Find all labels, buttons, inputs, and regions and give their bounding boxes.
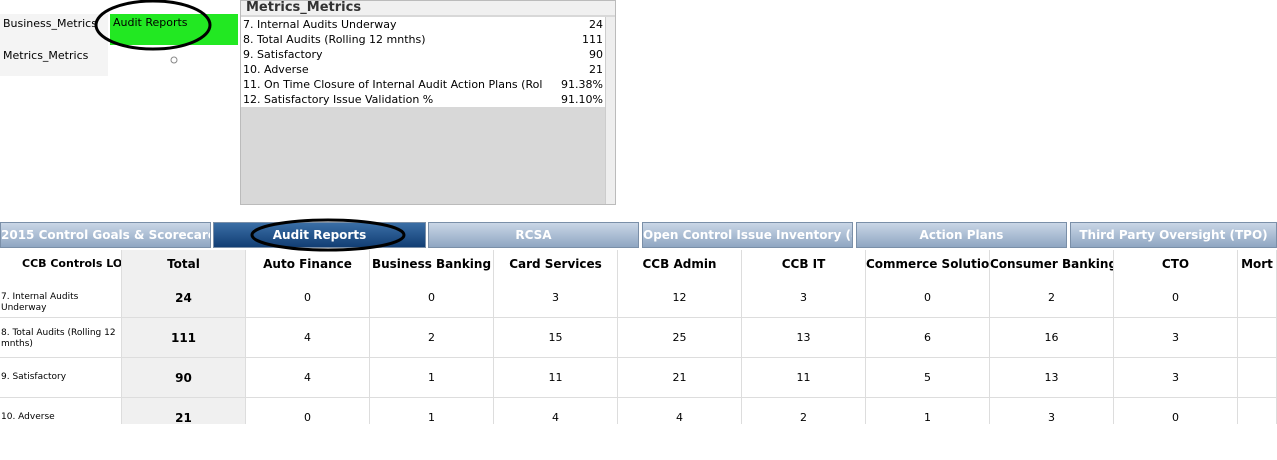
column-header: Auto Finance: [246, 250, 370, 278]
cell: 13: [990, 358, 1114, 398]
cell: 12: [618, 278, 742, 318]
list-item-label: 12. Satisfactory Issue Validation %: [243, 93, 434, 106]
selector-label: Metrics_Metrics: [3, 49, 89, 62]
list-item-value: 24: [589, 18, 603, 31]
row-label: 9. Satisfactory: [0, 358, 122, 398]
list-item-label: 8. Total Audits (Rolling 12 mnths): [243, 33, 426, 46]
row-label: 7. Internal Audits Underway: [0, 278, 122, 318]
selector[interactable]: Business_Metrics: [0, 14, 108, 46]
list-item[interactable]: [241, 92, 605, 107]
cell: 21: [618, 358, 742, 398]
column-header: Card Services: [494, 250, 618, 278]
column-header: Business Banking: [370, 250, 494, 278]
cell: 1: [370, 358, 494, 398]
cell: 90: [122, 358, 246, 398]
cell: 2: [370, 318, 494, 358]
cell: 15: [494, 318, 618, 358]
listbox-title: Metrics_Metrics: [241, 1, 615, 15]
cell: 6: [866, 318, 990, 358]
cell: 3: [494, 278, 618, 318]
column-header: Commerce Solutions: [866, 250, 990, 278]
column-header: CCB IT: [742, 250, 866, 278]
cell: 3: [1114, 358, 1238, 398]
cell: 24: [122, 278, 246, 318]
selector-label: Business_Metrics: [3, 17, 97, 30]
cell: 3: [1114, 318, 1238, 358]
listbox: Metrics_Metrics 7. Internal Audits Under…: [240, 0, 616, 205]
list-item-label: 7. Internal Audits Underway: [243, 18, 397, 31]
table-clip: [0, 424, 1277, 460]
tab[interactable]: Open Control Issue Inventory (#): [642, 222, 853, 248]
selected-label: Audit Reports: [113, 16, 188, 29]
cell: 13: [742, 318, 866, 358]
column-header: Consumer Banking: [990, 250, 1114, 278]
cell: [1238, 278, 1277, 318]
cell: 11: [742, 358, 866, 398]
tab[interactable]: Action Plans: [856, 222, 1067, 248]
cell: 4: [246, 358, 370, 398]
cell: 2: [990, 278, 1114, 318]
list-item-value: 90: [589, 48, 603, 61]
list-item[interactable]: [241, 32, 605, 47]
list-item[interactable]: [241, 77, 605, 92]
selector[interactable]: Metrics_Metrics: [0, 46, 108, 76]
cell: 0: [1114, 278, 1238, 318]
annotation: [94, 0, 212, 64]
scrollbar[interactable]: [605, 17, 615, 204]
list-item-value: 91.38%: [561, 78, 603, 91]
list-item-label: 9. Satisfactory: [243, 48, 323, 61]
cell: 25: [618, 318, 742, 358]
cell: 4: [246, 318, 370, 358]
list-item-value: 21: [589, 63, 603, 76]
cell: [1238, 318, 1277, 358]
tab[interactable]: RCSA: [428, 222, 639, 248]
list-item[interactable]: [241, 47, 605, 62]
cell: [1238, 358, 1277, 398]
column-header: Total: [122, 250, 246, 278]
list-item-value: 111: [582, 33, 603, 46]
cell: 0: [866, 278, 990, 318]
column-header: CCB Admin: [618, 250, 742, 278]
tab[interactable]: 2015 Control Goals & Scorecard: [0, 222, 211, 248]
cell: 5: [866, 358, 990, 398]
list-item-label: 10. Adverse: [243, 63, 309, 76]
cell: 0: [370, 278, 494, 318]
cell: 16: [990, 318, 1114, 358]
column-header: Mort: [1238, 250, 1277, 278]
list-item-value: 91.10%: [561, 93, 603, 106]
column-header: CTO: [1114, 250, 1238, 278]
cell: 111: [122, 318, 246, 358]
annotation: [250, 218, 406, 252]
list-item-label: 11. On Time Closure of Internal Audit Ac…: [243, 78, 543, 91]
cell: 3: [742, 278, 866, 318]
cell: 0: [246, 278, 370, 318]
cell: 11: [494, 358, 618, 398]
selected-value[interactable]: Audit Reports: [110, 14, 238, 45]
column-header: CCB Controls LOB: [0, 250, 122, 278]
row-label: 8. Total Audits (Rolling 12 mnths): [0, 318, 122, 358]
list-item[interactable]: [241, 62, 605, 77]
tab[interactable]: Third Party Oversight (TPO): [1070, 222, 1277, 248]
list-item[interactable]: [241, 17, 605, 32]
